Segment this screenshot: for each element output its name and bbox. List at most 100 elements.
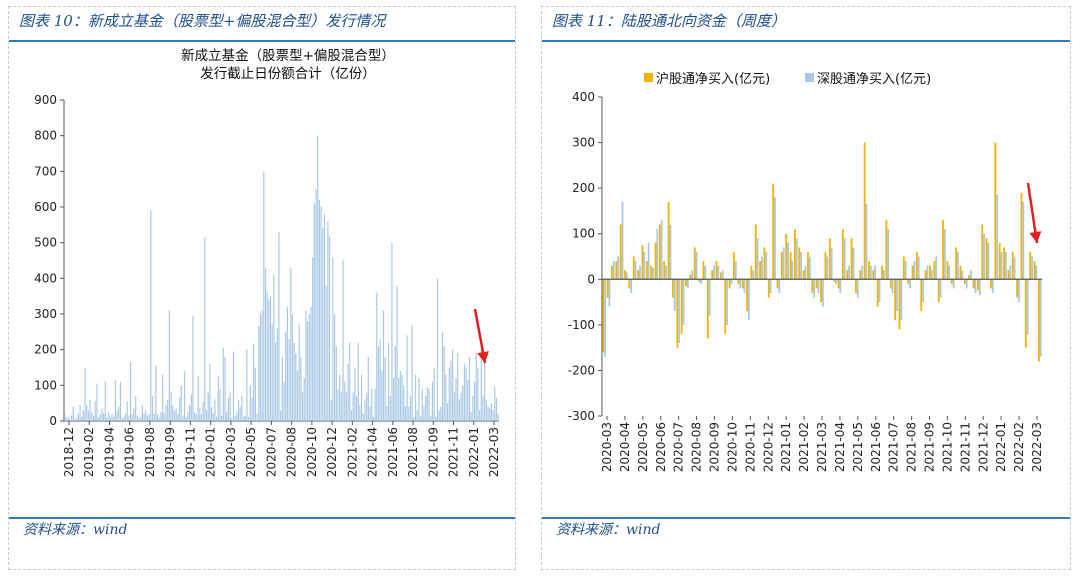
bar	[86, 404, 88, 421]
bar	[485, 399, 487, 421]
x-tick-label: 2020-12	[761, 422, 775, 472]
bar	[445, 374, 447, 421]
bar	[484, 356, 486, 421]
bar	[318, 199, 321, 421]
bar	[283, 381, 285, 421]
bar-sh	[1033, 261, 1036, 280]
bar	[335, 346, 337, 421]
bar	[384, 356, 386, 421]
bar	[448, 367, 450, 421]
bar-sz	[996, 194, 999, 280]
bar	[389, 396, 391, 421]
x-tick-label: 2019-04	[102, 427, 116, 477]
bar	[396, 285, 398, 421]
bar-sz	[765, 251, 768, 280]
bar	[136, 415, 138, 421]
bar	[99, 414, 101, 421]
bar	[81, 416, 83, 421]
bar-sz	[930, 270, 933, 280]
bar	[167, 399, 169, 421]
bar-sz	[743, 279, 746, 293]
bar	[435, 416, 437, 421]
y-tick-label: 200	[572, 181, 595, 195]
bar	[226, 412, 228, 421]
bar-sz	[756, 238, 759, 280]
bar-sz	[861, 265, 864, 280]
y-tick-label: 200	[34, 343, 57, 357]
x-tick-label: 2020-05	[244, 427, 258, 477]
bar	[393, 378, 395, 421]
bar-sz	[1039, 279, 1042, 357]
bar-sh	[746, 279, 748, 312]
bar-sh	[846, 270, 849, 280]
bar	[497, 413, 499, 421]
bar	[490, 403, 492, 421]
bar	[322, 228, 324, 421]
bar	[189, 404, 191, 421]
bar-sz	[822, 279, 824, 307]
bar-sz	[813, 279, 816, 298]
bar	[394, 346, 396, 421]
bar-sz	[612, 261, 615, 280]
bar-sh	[698, 279, 701, 282]
x-tick-label: 2020-08	[690, 422, 704, 472]
bar	[231, 418, 233, 421]
bar	[362, 413, 364, 421]
bar	[369, 406, 371, 421]
x-tick-label: 2019-08	[143, 427, 157, 477]
bar	[387, 342, 390, 421]
bar	[232, 351, 235, 421]
x-tick-label: 2021-05	[851, 422, 865, 472]
right-title-rule	[542, 40, 1070, 42]
bar	[241, 396, 243, 421]
bar-sz	[917, 256, 920, 280]
bar-sh	[963, 279, 966, 284]
bar	[138, 418, 140, 421]
bar-sh	[889, 279, 892, 289]
bar-sh	[763, 247, 766, 280]
bar-sz	[652, 267, 654, 280]
bar-sh	[1037, 279, 1040, 362]
bar	[219, 388, 221, 421]
bar	[263, 171, 265, 421]
bar	[310, 306, 312, 421]
y-tick-label: 800	[34, 129, 57, 143]
bar	[163, 413, 165, 421]
bar-sz	[721, 270, 724, 280]
bar	[236, 412, 238, 421]
bar-sh	[855, 279, 857, 293]
bar	[295, 353, 297, 421]
bar-sz	[708, 279, 711, 316]
bar-sh	[645, 261, 648, 280]
bar	[96, 383, 98, 421]
bar	[450, 360, 452, 421]
bar-sz	[952, 279, 955, 289]
bar-sh	[1024, 279, 1027, 348]
bar-sz	[730, 279, 733, 284]
bar	[97, 417, 100, 421]
bar-sh	[663, 261, 666, 280]
bar-sz	[817, 279, 820, 293]
bar-sz	[904, 261, 907, 280]
bar-sz	[774, 197, 776, 280]
bar	[79, 404, 81, 421]
bar-sh	[1003, 247, 1005, 280]
bar	[194, 412, 196, 421]
bar	[266, 292, 268, 421]
bar	[269, 296, 272, 421]
bar	[479, 410, 481, 421]
bar-sz	[804, 265, 807, 280]
bar-sz	[1004, 251, 1007, 280]
bar-sz	[673, 279, 676, 312]
bar	[482, 396, 484, 421]
bar-sh	[628, 279, 631, 289]
bar-sz	[713, 265, 715, 280]
bar	[313, 203, 315, 421]
bar	[350, 410, 353, 421]
bar	[180, 385, 182, 421]
y-tick-label: 0	[49, 414, 57, 428]
bar	[428, 388, 430, 421]
bar	[440, 406, 442, 421]
bar-sz	[909, 279, 911, 289]
left-bar-chart: 新成立基金（股票型+偏股混合型） 发行截止日份额合计（亿份） 0 100 200 300 4…	[34, 47, 501, 477]
